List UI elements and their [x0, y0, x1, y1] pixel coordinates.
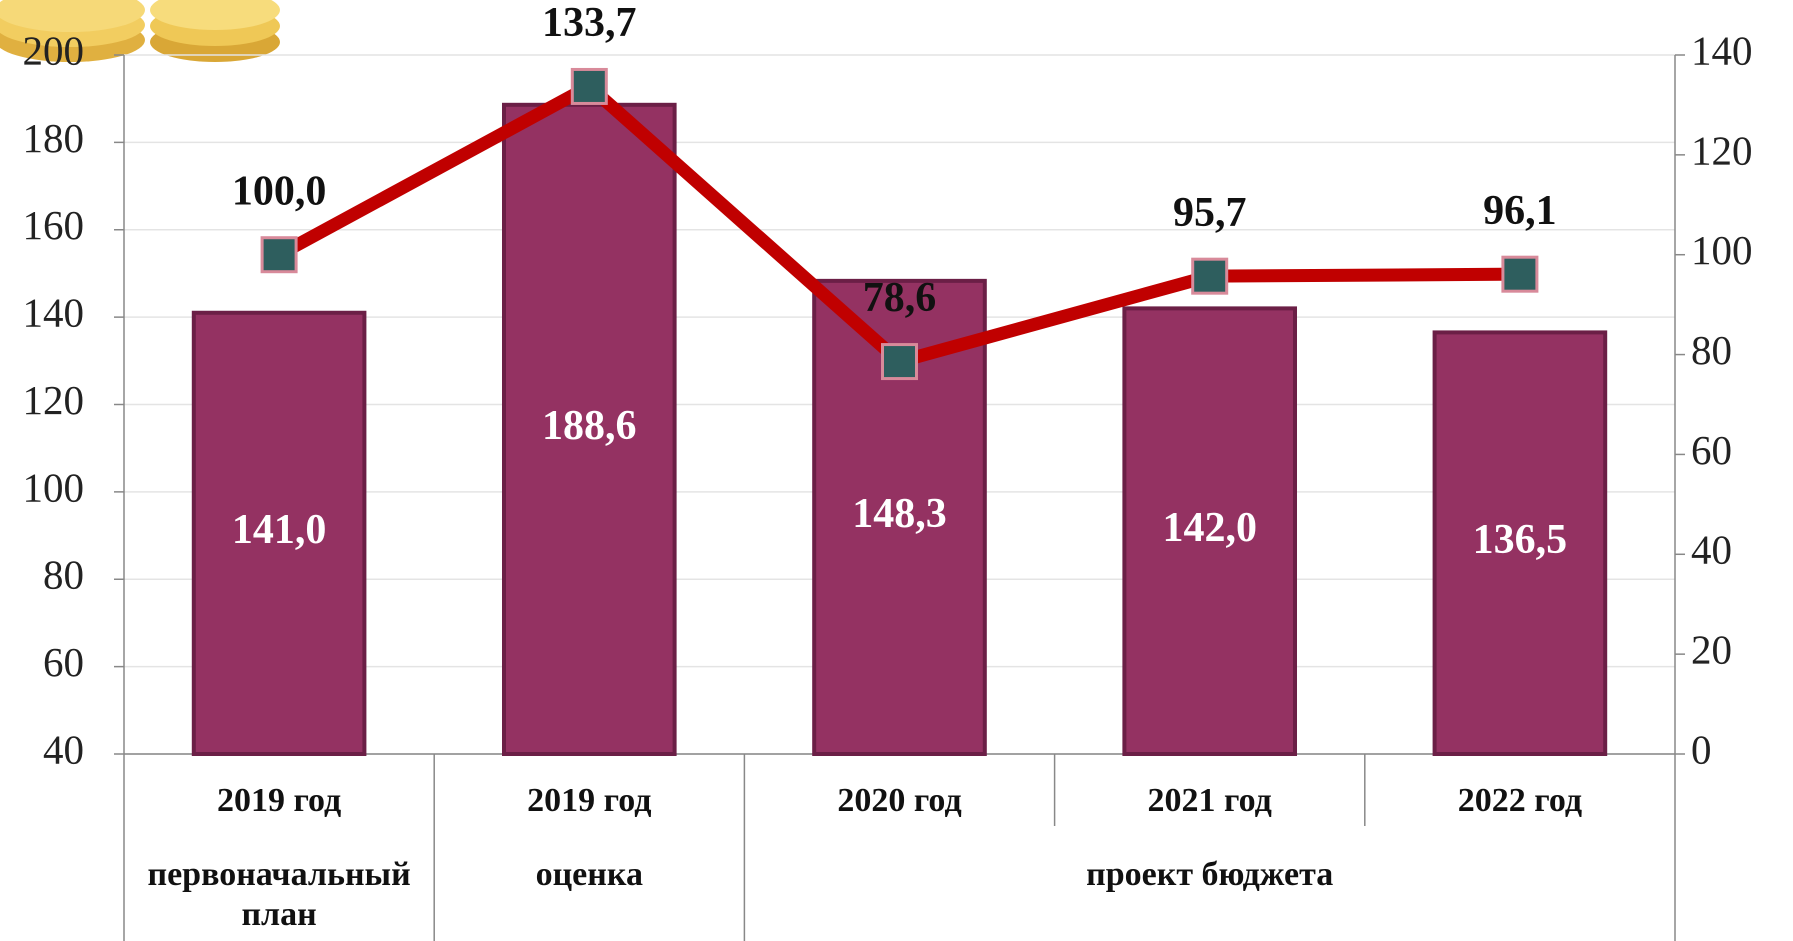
- y-tick-label: 200: [23, 27, 85, 73]
- bar: [1432, 330, 1608, 756]
- category-group-label: проект бюджета: [1086, 856, 1334, 893]
- bar-value-label: 141,0: [232, 507, 327, 553]
- marker: [1501, 255, 1539, 293]
- y2-tick-label: 120: [1691, 127, 1753, 173]
- y-tick-label: 60: [43, 639, 84, 685]
- x-tick-label: 2021 год: [1148, 782, 1272, 819]
- bar: [501, 102, 677, 756]
- y-tick-label: 160: [23, 202, 85, 248]
- bar: [191, 310, 367, 756]
- marker: [260, 236, 298, 274]
- y2-tick-label: 40: [1691, 527, 1732, 573]
- line-value-label: 100,0: [232, 168, 327, 214]
- marker: [881, 343, 918, 381]
- y-tick-label: 40: [43, 726, 84, 772]
- coins-decoration: [0, 0, 280, 62]
- bar-value-label: 136,5: [1473, 517, 1568, 563]
- category-group-box: первоначальный план: [147, 856, 411, 933]
- y2-tick-label: 140: [1691, 27, 1753, 73]
- category-group-box: проект бюджета: [1086, 856, 1334, 893]
- y-tick-label: 100: [23, 464, 85, 510]
- y2-tick-label: 60: [1691, 427, 1732, 473]
- category-group-label: оценка: [535, 856, 643, 893]
- category-group-label: первоначальный план: [147, 856, 411, 933]
- marker: [570, 67, 608, 105]
- y2-tick-label: 100: [1691, 227, 1753, 273]
- y2-tick-label: 20: [1691, 627, 1732, 673]
- x-tick-label: 2019 год: [217, 782, 341, 819]
- bar: [1122, 306, 1298, 756]
- x-tick-label: 2020 год: [837, 782, 961, 819]
- y2-tick-label: 80: [1691, 327, 1732, 373]
- marker: [1191, 257, 1229, 295]
- y2-tick-label: 0: [1691, 726, 1712, 772]
- y-tick-label: 140: [23, 290, 85, 336]
- line-value-label: 95,7: [1173, 190, 1247, 236]
- y-tick-label: 120: [23, 377, 85, 423]
- y-tick-label: 80: [43, 552, 84, 598]
- bar-value-label: 142,0: [1162, 505, 1257, 551]
- category-group-box: оценка: [535, 856, 643, 893]
- line-value-label: 133,7: [542, 0, 637, 46]
- bar-value-label: 188,6: [542, 403, 637, 449]
- line-value-label: 96,1: [1483, 188, 1557, 234]
- y-tick-label: 180: [23, 115, 85, 161]
- x-tick-label: 2019 год: [527, 782, 651, 819]
- line-value-label: 78,6: [863, 275, 937, 321]
- x-tick-label: 2022 год: [1458, 782, 1582, 819]
- bar-value-label: 148,3: [852, 491, 947, 537]
